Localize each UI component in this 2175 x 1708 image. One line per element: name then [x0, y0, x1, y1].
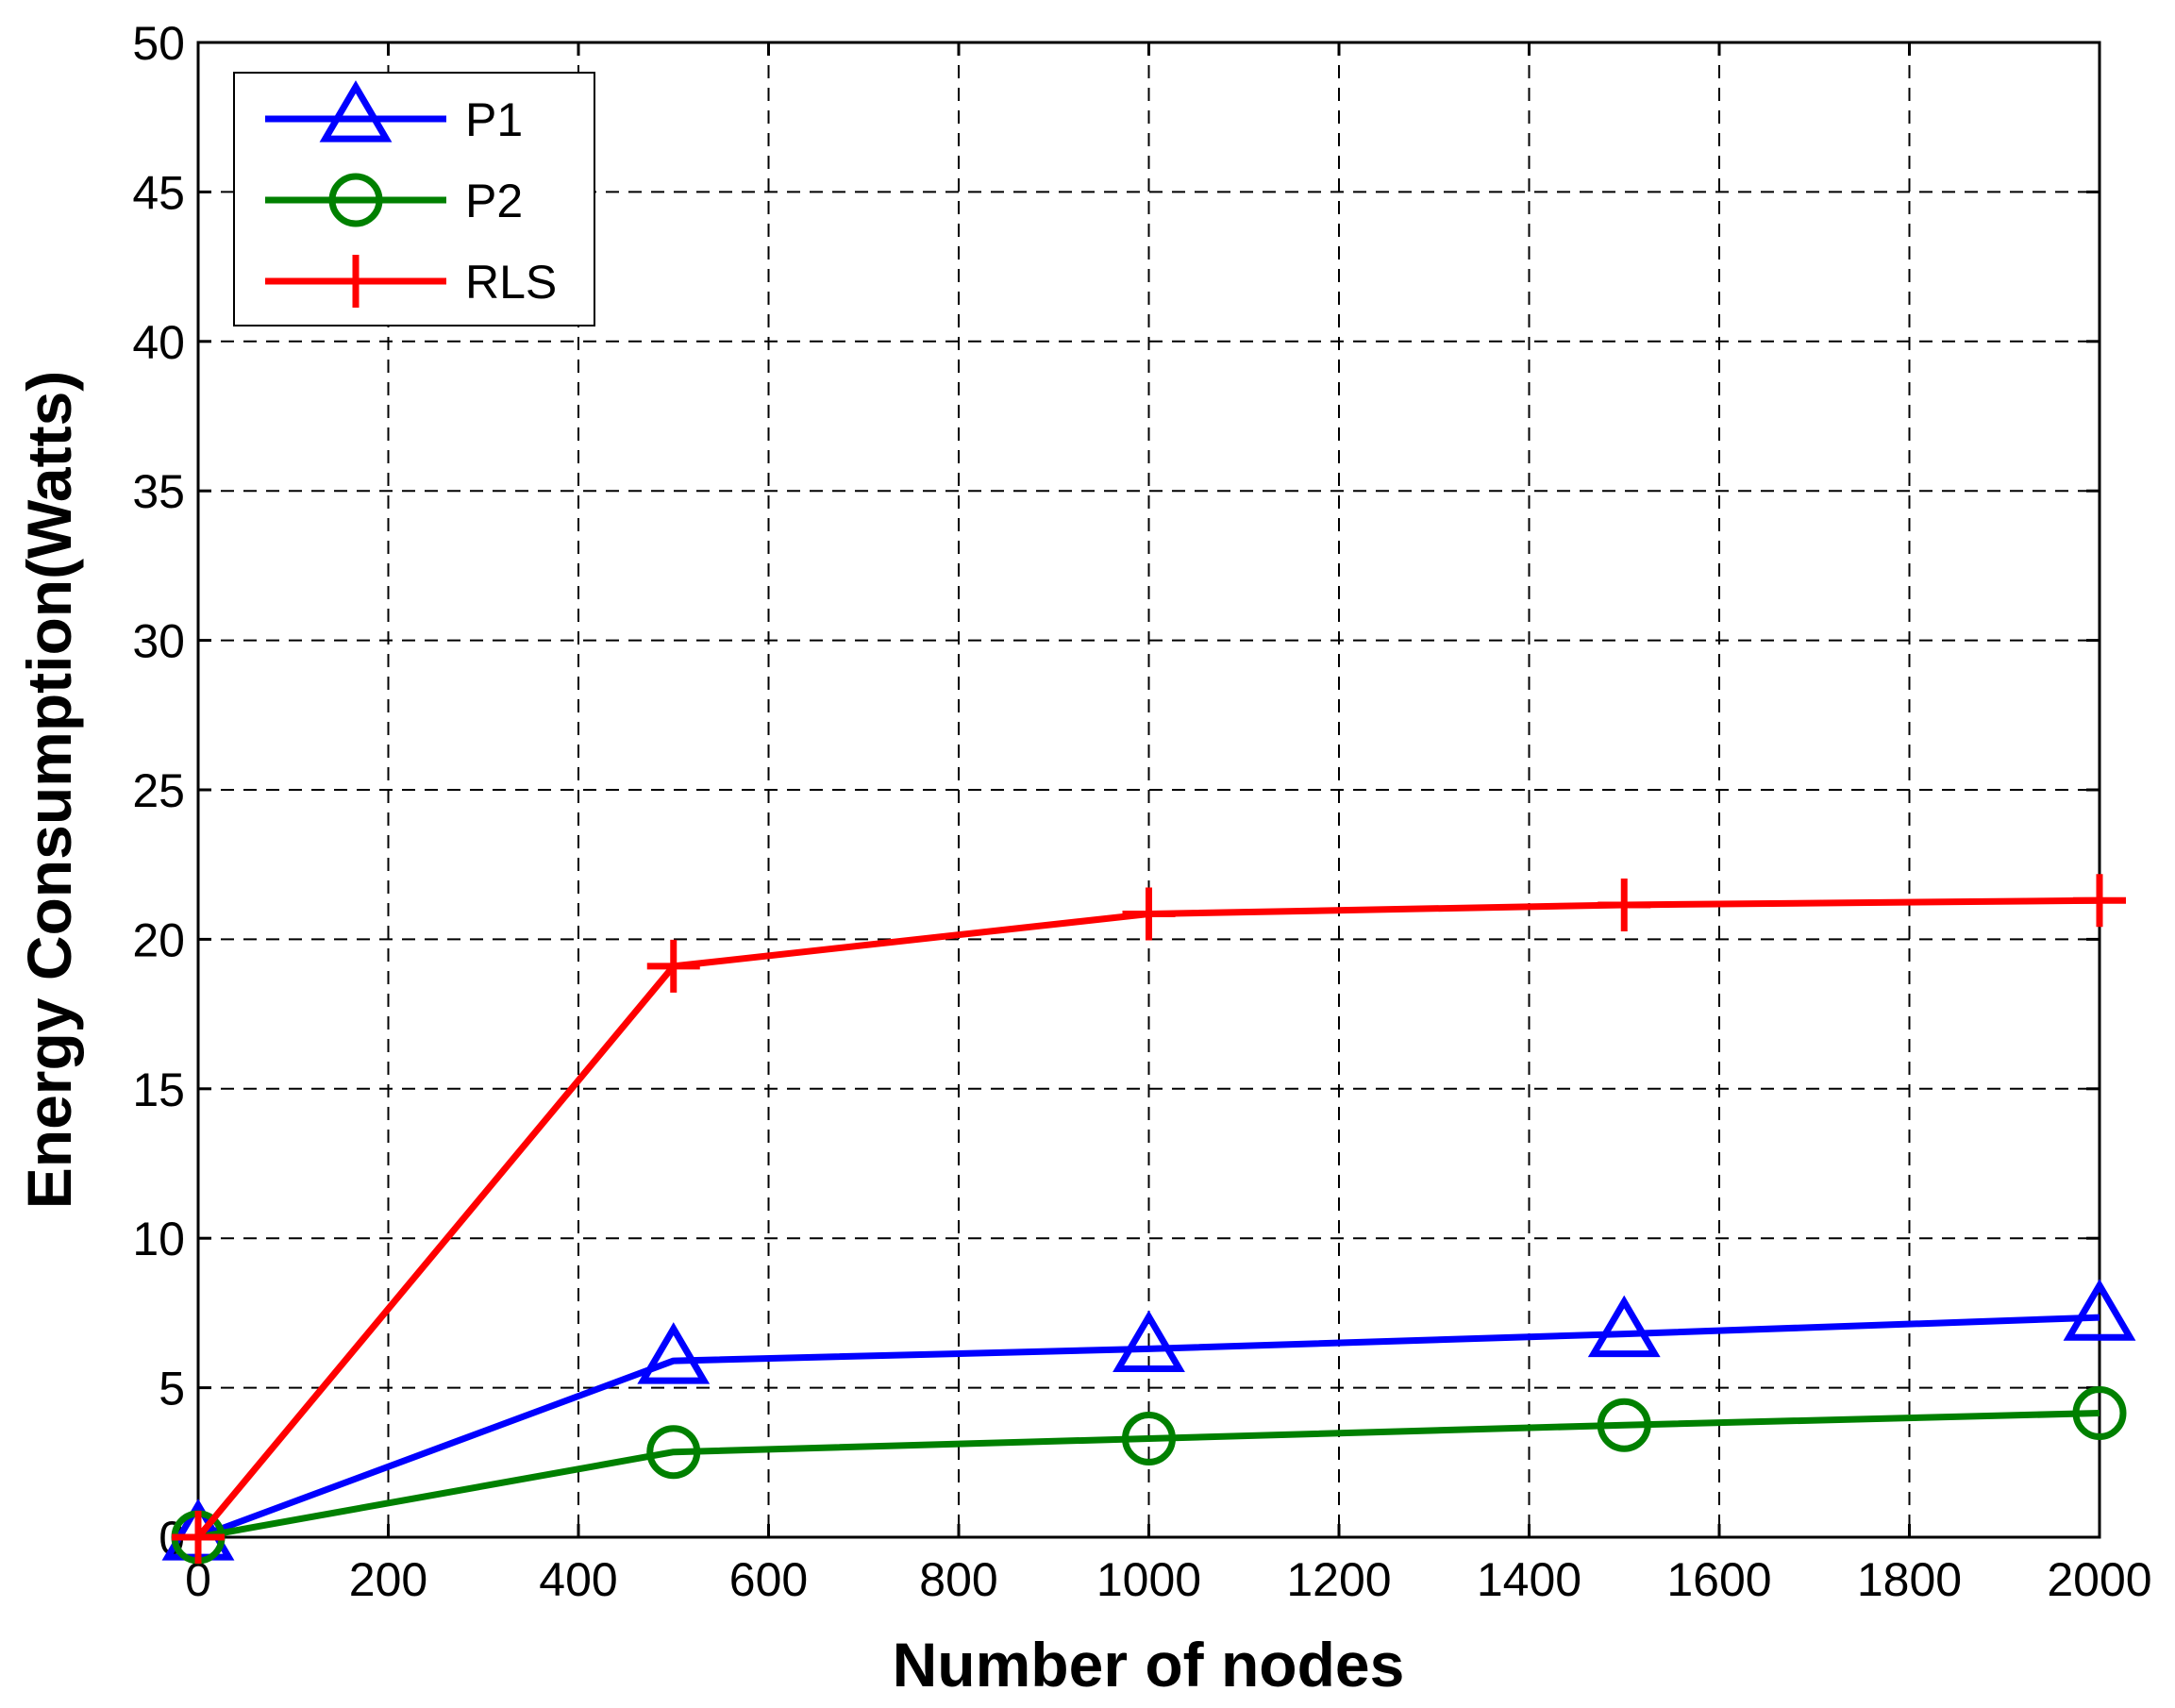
x-axis-title: Number of nodes [893, 1630, 1405, 1700]
y-tick-label: 20 [132, 913, 185, 966]
y-tick-label: 5 [159, 1363, 185, 1415]
data-point [2072, 1386, 2127, 1441]
y-tick-label: 15 [132, 1063, 185, 1116]
data-point [1598, 878, 1651, 931]
data-point [637, 1322, 711, 1384]
data-point [1587, 1295, 1661, 1358]
data-point [2063, 1279, 2136, 1341]
x-tick-label: 1000 [1096, 1553, 1201, 1606]
y-tick-label: 25 [132, 764, 185, 817]
x-tick-label: 800 [919, 1553, 997, 1606]
series-line [196, 1314, 2100, 1541]
x-tick-label: 200 [349, 1553, 427, 1606]
x-tick-label: 400 [539, 1553, 617, 1606]
data-point [172, 1511, 225, 1564]
y-axis-title: Energy Consumption(Watts) [14, 371, 84, 1210]
x-tick-label: 1400 [1477, 1553, 1581, 1606]
x-tick-label: 600 [729, 1553, 808, 1606]
x-tick-label: 1200 [1286, 1553, 1391, 1606]
data-point [646, 939, 700, 993]
y-tick-label: 30 [132, 615, 185, 668]
y-tick-label: 45 [132, 166, 185, 219]
x-tick-label: 2000 [2047, 1553, 2151, 1606]
data-point [1122, 1411, 1176, 1465]
data-point [646, 1425, 701, 1480]
y-tick-label: 10 [132, 1213, 185, 1265]
data-point [2073, 874, 2126, 928]
legend-label: P1 [465, 93, 523, 146]
legend-label: P2 [465, 175, 523, 227]
data-point [1113, 1310, 1185, 1372]
legend-marker [329, 255, 382, 308]
legend-marker [319, 80, 393, 142]
data-point [1122, 887, 1176, 941]
y-tick-label: 50 [132, 17, 185, 70]
legend-item-p2: P2 [265, 173, 523, 227]
series-line [197, 1410, 2100, 1541]
legend-marker [328, 173, 383, 227]
data-point [1597, 1398, 1651, 1452]
legend-item-rls: RLS [265, 255, 557, 309]
y-tick-label: 35 [132, 465, 185, 518]
legend-item-p1: P1 [265, 80, 523, 146]
series-rls [172, 874, 2126, 1564]
legend-label: RLS [465, 256, 557, 309]
y-tick-label: 40 [132, 316, 185, 369]
x-tick-label: 1600 [1666, 1553, 1771, 1606]
x-tick-label: 1800 [1857, 1553, 1962, 1606]
